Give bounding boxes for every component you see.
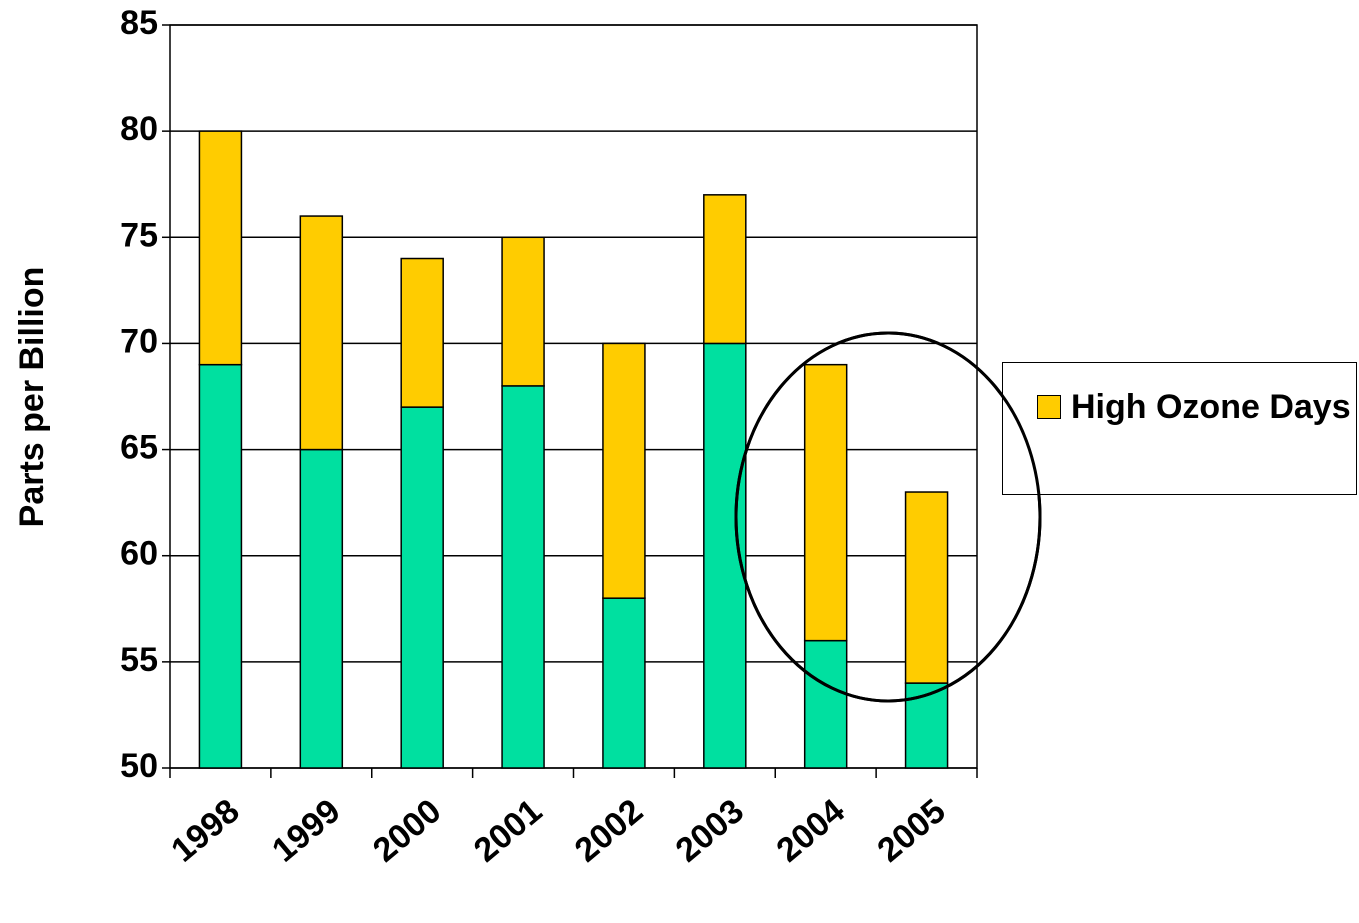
legend-swatch [1037,395,1061,419]
bar-segment [904,491,949,684]
bar-segment [400,257,444,408]
x-tick-label: 2001 [467,792,549,870]
legend-item: High Ozone Days [1037,387,1351,427]
plot-border [169,24,978,769]
x-tick-label: 2003 [669,792,751,870]
y-tick-label: 80 [120,110,158,148]
y-tick-label: 60 [120,535,158,573]
bar-segment [803,363,848,642]
annotation-ellipse [734,331,1042,703]
bar-segment [703,194,747,345]
legend-label: High Ozone Days [1071,388,1351,426]
y-tick-label: 75 [120,216,158,254]
x-tick-label: 2005 [870,792,952,870]
bar-segment [803,639,848,769]
x-tick-label: 2000 [366,792,448,870]
bar-segment [299,215,344,451]
bar-segment [501,385,545,769]
y-tick-label: 55 [120,641,158,679]
y-axis-label: Parts per Billion [13,267,51,528]
x-tick-label: 1998 [164,792,246,870]
bar-segment [602,597,646,769]
y-tick-label: 65 [120,429,158,467]
x-tick-label: 1999 [265,792,347,870]
bar-segment [400,406,444,769]
y-tick-label: 50 [120,747,158,785]
y-tick-label: 85 [120,4,158,42]
bar-segment [198,363,243,769]
bar-segment [501,236,545,387]
bar-segment [198,130,243,366]
y-tick-label: 70 [120,322,158,360]
x-tick-label: 2004 [769,792,851,870]
bar-segment [602,342,646,599]
bar-segment [299,448,344,769]
legend: High Ozone Days [1002,362,1357,495]
x-tick-label: 2002 [568,792,650,870]
